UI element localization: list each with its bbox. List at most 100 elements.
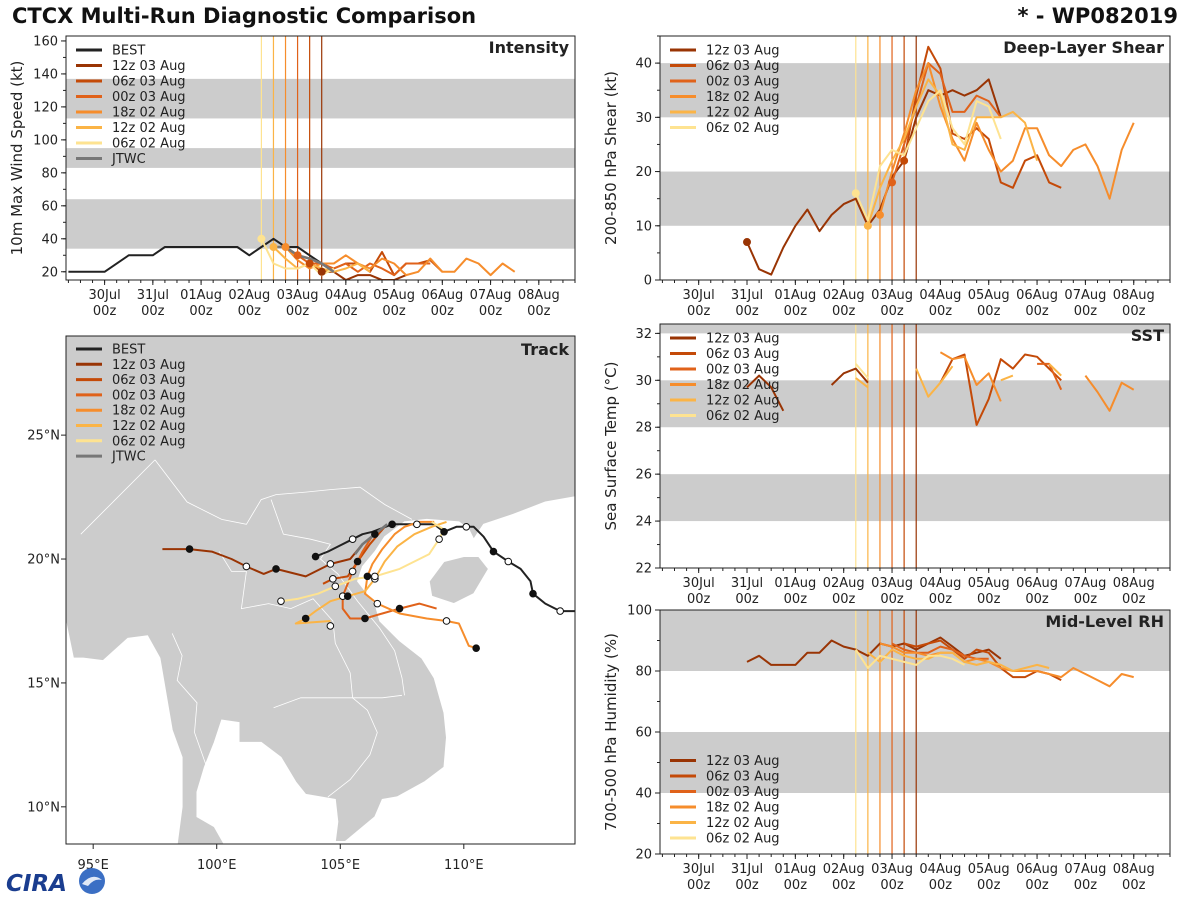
track-position-dot <box>353 557 362 566</box>
sst-plot-area <box>660 324 1170 568</box>
track-legend-label: BEST <box>112 343 145 358</box>
rh-plot-area <box>660 610 1170 854</box>
shear-xtick-label: 02Aug <box>823 288 865 303</box>
intensity-xtick-label: 31Jul <box>137 288 169 303</box>
cira-logo-text: CIRA <box>6 871 67 897</box>
rh-band-0 <box>660 732 1170 793</box>
intensity-xtick-label: 00z <box>334 304 358 319</box>
shear-series-line <box>866 78 1039 227</box>
shear-xtick-label: 00z <box>1074 304 1098 319</box>
track-position-dot <box>472 644 480 653</box>
shear-legend-label: 06z 03 Aug <box>706 59 780 74</box>
shear-xtick-label: 03Aug <box>871 288 913 303</box>
track-position-dot <box>504 557 513 566</box>
sst-ytick-label: 26 <box>635 468 652 483</box>
rh-xtick-label: 07Aug <box>1064 862 1106 877</box>
intensity-ytick-label: 20 <box>41 265 58 280</box>
track-legend-label: 06z 03 Aug <box>112 373 186 388</box>
sst-xtick-label: 00z <box>880 592 904 607</box>
shear-xtick-label: 31Jul <box>731 288 763 303</box>
rh-xtick-label: 05Aug <box>968 862 1010 877</box>
intensity-ytick-label: 140 <box>33 67 58 82</box>
sst-xtick-label: 00z <box>1074 592 1098 607</box>
sst-legend-label: 00z 03 Aug <box>706 363 780 378</box>
track-ytick-label: 10°N <box>27 800 60 815</box>
shear-legend-label: 12z 03 Aug <box>706 44 780 59</box>
rh-xtick-label: 01Aug <box>774 862 816 877</box>
cira-logo: CIRA <box>6 868 105 897</box>
rh-xtick-label: 08Aug <box>1113 862 1155 877</box>
track-position-dot <box>361 614 369 623</box>
intensity-legend-label: 12z 03 Aug <box>112 59 186 74</box>
track-border-2 <box>270 499 405 696</box>
track-position-dot <box>489 547 498 556</box>
track-line <box>162 543 364 578</box>
track-ytick-label: 15°N <box>27 676 60 691</box>
track-border-0 <box>154 459 413 525</box>
intensity-run-start-marker <box>317 267 326 276</box>
intensity-xtick-label: 01Aug <box>180 288 222 303</box>
sst-legend-label: 06z 02 Aug <box>706 409 780 424</box>
track-panel: 95°E 100°E 105°E 110°E 10°N 15°N 20°N 25°N Track… <box>27 335 576 873</box>
shear-series-line <box>854 89 1002 222</box>
track-position-dot <box>556 607 564 615</box>
sst-ytick-label: 24 <box>635 515 652 530</box>
track-position-dot <box>435 535 443 544</box>
track-legend-label: 18z 02 Aug <box>112 404 186 419</box>
rh-ytick-label: 100 <box>627 604 652 619</box>
rh-series-line <box>891 642 989 660</box>
rh-series-line <box>867 648 1050 672</box>
rh-ytick-label: 40 <box>635 787 652 802</box>
sst-xtick-label: 00z <box>687 592 711 607</box>
sst-xtick-label: 30Jul <box>683 576 715 591</box>
sst-xtick-label: 00z <box>784 592 808 607</box>
intensity-xtick-label: 06Aug <box>421 288 463 303</box>
shear-legend-label: 00z 03 Aug <box>706 75 780 90</box>
track-position-dot <box>363 572 372 581</box>
track-line <box>315 523 575 613</box>
track-xtick-label: 95°E <box>78 858 109 873</box>
shear-xtick-label: 00z <box>687 304 711 319</box>
shear-xtick-label: 00z <box>735 304 759 319</box>
sst-ytick-label: 30 <box>635 374 652 389</box>
rh-xtick-label: 04Aug <box>919 862 961 877</box>
intensity-xtick-label: 03Aug <box>277 288 319 303</box>
sst-xtick-label: 02Aug <box>823 576 865 591</box>
rh-legend-label: 12z 03 Aug <box>706 754 780 769</box>
intensity-xtick-label: 00z <box>238 304 262 319</box>
rh-legend-label: 18z 02 Aug <box>706 801 780 816</box>
rh-xtick-label: 00z <box>929 878 953 893</box>
sst-panel: 22242628303230Jul00z31Jul00z01Aug00z02Au… <box>602 323 1171 607</box>
intensity-xtick-label: 30Jul <box>88 288 120 303</box>
shear-series-line <box>879 62 1135 216</box>
sst-series-line <box>939 351 1135 412</box>
track-legend-label: 12z 02 Aug <box>112 419 186 434</box>
shear-xtick-label: 00z <box>880 304 904 319</box>
sst-xtick-label: 00z <box>977 592 1001 607</box>
shear-panel: 01020304030Jul00z31Jul00z01Aug00z02Aug00… <box>602 35 1171 319</box>
sst-series-line <box>855 363 869 379</box>
sst-band-1 <box>660 380 1170 428</box>
intensity-legend-label: 12z 02 Aug <box>112 121 186 136</box>
track-line <box>354 523 389 555</box>
rh-legend-label: 12z 02 Aug <box>706 816 780 831</box>
intensity-ytick-label: 160 <box>33 34 58 49</box>
sst-xtick-label: 00z <box>1025 592 1049 607</box>
intensity-xtick-label: 00z <box>431 304 455 319</box>
sst-xtick-label: 03Aug <box>871 576 913 591</box>
track-position-dot <box>272 565 280 573</box>
rh-xtick-label: 03Aug <box>871 862 913 877</box>
rh-ytick-label: 20 <box>635 848 652 863</box>
intensity-ytick-label: 60 <box>41 199 58 214</box>
shear-xtick-label: 30Jul <box>683 288 715 303</box>
intensity-xtick-label: 00z <box>527 304 551 319</box>
intensity-xtick-label: 00z <box>93 304 117 319</box>
intensity-xtick-label: 00z <box>189 304 213 319</box>
track-position-dot <box>348 535 357 544</box>
track-position-dot <box>440 527 448 536</box>
shear-plot-area <box>660 36 1170 280</box>
rh-xtick-label: 00z <box>735 878 759 893</box>
track-border-3 <box>273 697 378 798</box>
